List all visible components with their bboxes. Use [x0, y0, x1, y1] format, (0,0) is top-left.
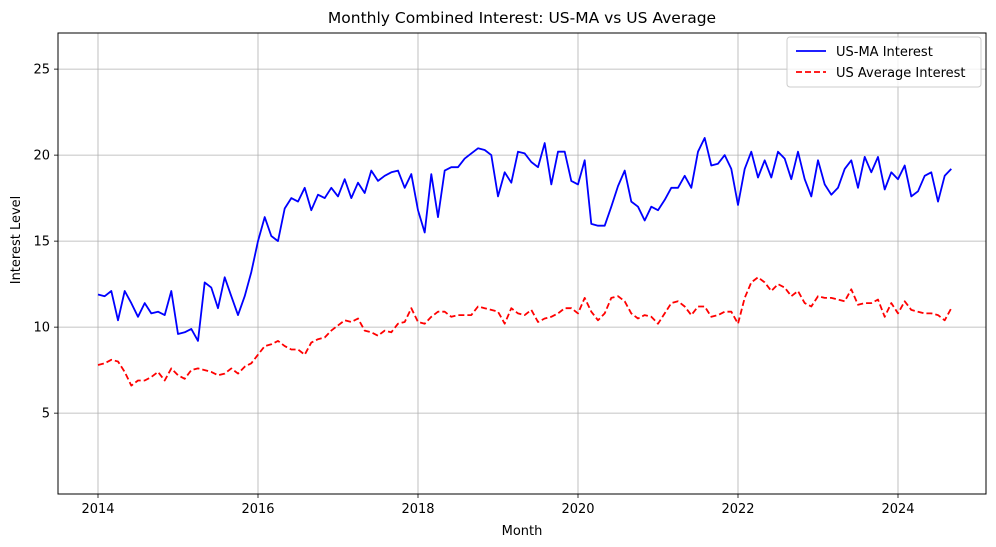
- legend-label-us-ma: US-MA Interest: [836, 45, 933, 60]
- x-tick-label: 2016: [241, 502, 274, 517]
- axis-ticks: 2014 2016 2018 2020 2022 2024 5 10 15 20 25: [33, 63, 914, 517]
- x-axis-label: Month: [502, 524, 543, 539]
- x-tick-label: 2022: [721, 502, 754, 517]
- x-tick-label: 2024: [881, 502, 914, 517]
- x-tick-label: 2018: [401, 502, 434, 517]
- legend: US-MA Interest US Average Interest: [786, 36, 982, 88]
- y-tick-label: 10: [33, 321, 50, 336]
- series-line-us-ma: [97, 136, 952, 342]
- series-lines: [97, 136, 953, 387]
- legend-box: [786, 36, 982, 88]
- x-tick-label: 2020: [561, 502, 594, 517]
- series-line-us-average: [97, 276, 953, 387]
- x-tick-label: 2014: [81, 502, 114, 517]
- y-axis-label: Interest Level: [9, 196, 24, 285]
- y-tick-label: 5: [42, 407, 50, 422]
- y-tick-label: 20: [33, 149, 50, 164]
- chart-title: Monthly Combined Interest: US-MA vs US A…: [328, 9, 716, 27]
- legend-label-us-average: US Average Interest: [836, 66, 966, 81]
- y-tick-label: 25: [33, 63, 50, 78]
- plot-frame: [57, 32, 987, 495]
- y-tick-label: 15: [33, 235, 50, 250]
